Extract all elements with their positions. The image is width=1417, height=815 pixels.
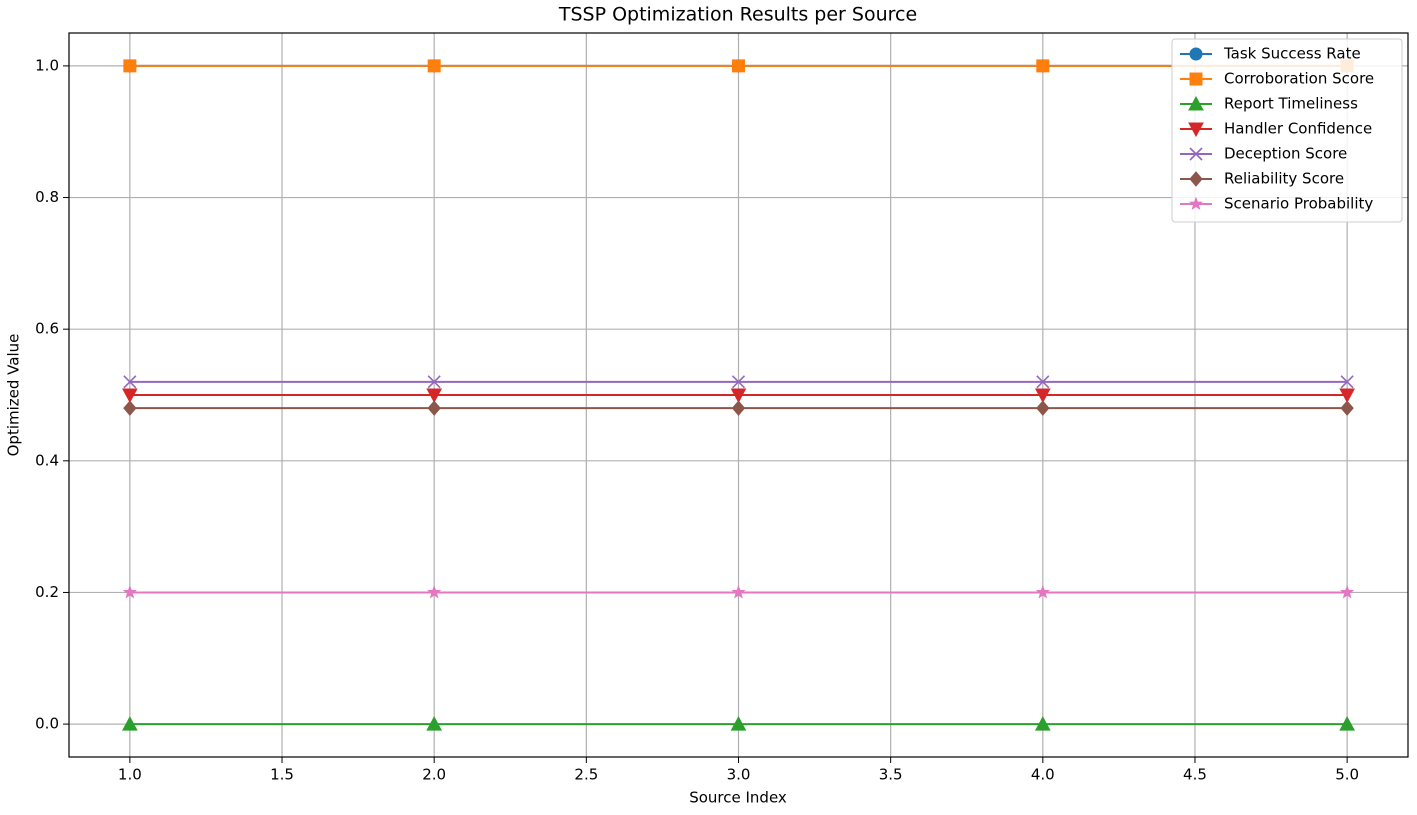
marker	[1036, 375, 1050, 389]
legend-label: Deception Score	[1224, 145, 1347, 163]
marker	[1034, 716, 1051, 731]
marker	[1189, 171, 1203, 187]
marker	[1188, 122, 1204, 138]
legend-label: Report Timeliness	[1224, 95, 1358, 113]
marker	[1340, 400, 1354, 416]
x-tick-label: 1.5	[270, 766, 294, 784]
marker	[731, 585, 746, 599]
y-tick-label: 1.0	[35, 56, 59, 74]
legend-label: Reliability Score	[1224, 170, 1344, 188]
marker	[730, 388, 747, 404]
marker	[1035, 585, 1050, 599]
marker	[123, 400, 137, 416]
legend-label: Handler Confidence	[1224, 120, 1372, 138]
y-tick-label: 0.4	[35, 451, 59, 469]
legend-label: Scenario Probability	[1224, 195, 1373, 213]
legend: Task Success Rate Corroboration Score Repo…	[1171, 38, 1403, 223]
marker	[1340, 375, 1354, 389]
marker	[1189, 47, 1203, 61]
y-tick-label: 0.8	[35, 188, 59, 206]
x-tick-label: 5.0	[1335, 766, 1359, 784]
marker	[1034, 388, 1051, 404]
marker	[122, 716, 138, 731]
marker	[1189, 147, 1203, 161]
x-tick-label: 4.5	[1183, 766, 1207, 784]
x-tick-label: 3.0	[727, 766, 751, 784]
marker	[426, 388, 443, 404]
legend-label: Task Success Rate	[1223, 45, 1361, 63]
marker	[122, 585, 137, 599]
x-tick-label: 2.5	[574, 766, 598, 784]
marker	[1339, 388, 1355, 404]
marker	[732, 59, 745, 73]
marker	[123, 59, 137, 73]
x-tick-label: 4.0	[1031, 766, 1055, 784]
legend-box	[1171, 38, 1403, 223]
marker	[427, 59, 441, 73]
plot-frame	[68, 32, 1409, 758]
marker	[731, 400, 746, 416]
chart-title: TSSP Optimization Results per Source	[558, 4, 917, 26]
x-tick-label: 2.0	[422, 766, 446, 784]
marker	[1036, 400, 1050, 416]
marker	[122, 388, 138, 404]
y-tick-label: 0.2	[35, 583, 59, 601]
marker	[427, 400, 441, 416]
y-axis-label: Optimized Value	[5, 334, 23, 457]
marker	[1036, 59, 1050, 73]
x-tick-label: 1.0	[118, 766, 142, 784]
marker	[427, 375, 441, 389]
marker	[426, 716, 443, 731]
y-tick-label: 0.6	[35, 320, 59, 338]
marker	[123, 375, 137, 389]
marker	[1340, 585, 1355, 599]
marker	[427, 585, 442, 599]
x-axis-label: Source Index	[689, 789, 787, 807]
x-tick-label: 3.5	[879, 766, 903, 784]
marker	[730, 716, 747, 731]
marker	[1189, 72, 1203, 86]
marker	[1188, 95, 1204, 111]
marker	[1188, 196, 1204, 211]
y-tick-label: 0.0	[35, 715, 59, 733]
marker	[1339, 716, 1355, 731]
marker	[731, 375, 746, 389]
legend-label: Corroboration Score	[1224, 70, 1374, 88]
